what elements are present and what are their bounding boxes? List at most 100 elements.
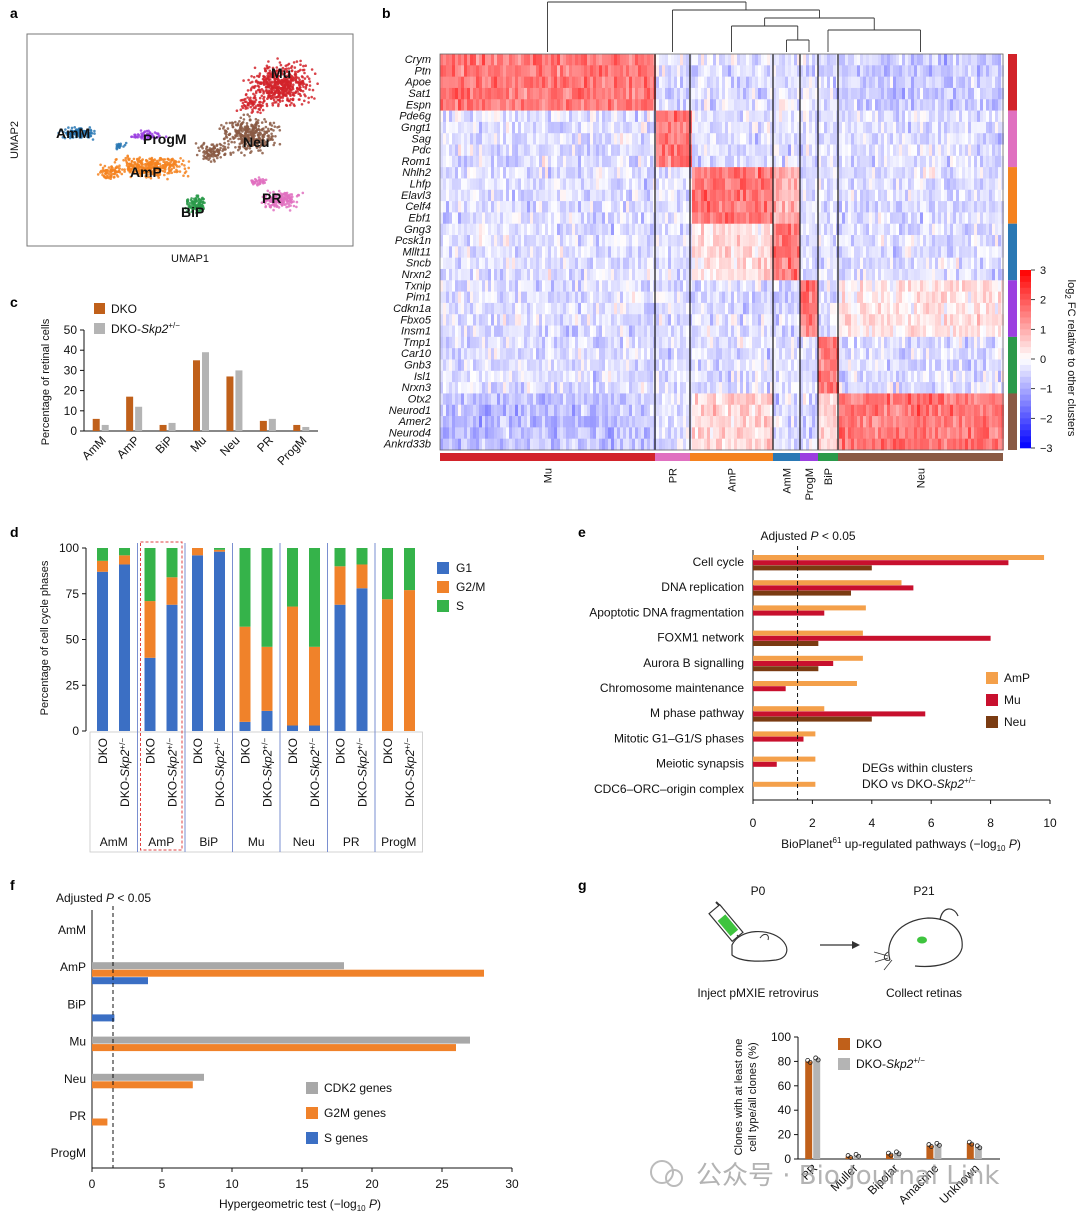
heatmap-cell [542, 416, 545, 428]
heatmap-cell [488, 201, 491, 213]
umap-point [279, 82, 282, 85]
heatmap-cell [620, 416, 623, 428]
heatmap-cell [695, 370, 698, 383]
heatmap-cell [572, 416, 575, 428]
umap-point [222, 147, 225, 151]
heatmap-cell [641, 314, 644, 326]
heatmap-cell [680, 427, 683, 440]
heatmap-cell [596, 201, 599, 213]
heatmap-cell [581, 99, 584, 111]
heatmap-cell [602, 257, 605, 270]
heatmap-cell [590, 144, 593, 157]
heatmap-cell [575, 189, 578, 202]
heatmap-cell [671, 212, 674, 225]
heatmap-cell [455, 223, 458, 236]
umap-point [259, 100, 262, 104]
heatmap-cell [488, 416, 491, 428]
heatmap-cell [524, 404, 527, 417]
heatmap-cell [524, 268, 527, 281]
heatmap-cell [545, 427, 548, 440]
heatmap-cell [452, 201, 455, 213]
heatmap-cell [539, 370, 542, 383]
heatmap-cell [461, 144, 464, 157]
heatmap-cell [497, 133, 500, 145]
heatmap-cell [575, 121, 578, 134]
heatmap-cell [632, 280, 635, 292]
heatmap-cell [545, 382, 548, 394]
heatmap-cell [686, 314, 689, 326]
heatmap-cell [593, 382, 596, 394]
umap-point [256, 84, 260, 87]
heatmap-cell [449, 212, 452, 225]
heatmap-cell [680, 370, 683, 383]
heatmap-cell [479, 382, 482, 394]
heatmap-cell [512, 416, 515, 428]
heatmap-cell [461, 121, 464, 134]
heatmap-cell [614, 280, 617, 292]
umap-point [179, 157, 182, 160]
heatmap-cell [539, 110, 542, 123]
heatmap-cell [455, 404, 458, 417]
heatmap-cell [620, 212, 623, 225]
heatmap-cell [458, 167, 461, 179]
heatmap-cell [566, 133, 569, 145]
heatmap-cell [506, 99, 509, 111]
heatmap-cell [695, 348, 698, 360]
heatmap-cell [569, 348, 572, 360]
heatmap-cell [521, 167, 524, 179]
heatmap-cell [542, 235, 545, 247]
heatmap-cell [470, 370, 473, 383]
heatmap-cell [539, 167, 542, 179]
heatmap-cell [494, 314, 497, 326]
heatmap-cell [455, 348, 458, 360]
umap-point [261, 151, 264, 155]
heatmap-cell [503, 246, 506, 259]
umap-point [269, 121, 272, 125]
heatmap-cell [503, 76, 506, 89]
heatmap-cell [581, 314, 584, 326]
heatmap-cell [464, 246, 467, 259]
heatmap-cell [563, 133, 566, 145]
heatmap-cell [551, 178, 554, 191]
heatmap-cell [641, 54, 644, 66]
heatmap-cell [677, 76, 680, 89]
heatmap-cell [518, 167, 521, 179]
heatmap-cell [491, 99, 494, 111]
heatmap-cell [446, 65, 449, 78]
heatmap-cell [593, 280, 596, 292]
heatmap-cell [566, 76, 569, 89]
heatmap-cell [569, 144, 572, 157]
heatmap-cell [623, 427, 626, 440]
heatmap-cell [662, 76, 665, 89]
heatmap-cell [617, 280, 620, 292]
heatmap-cell [692, 268, 695, 281]
heatmap-cell [569, 54, 572, 66]
heatmap-cell [632, 359, 635, 372]
umap-plot: Mu Neu AmM ProgM AmP PR BiP UMAP1 UMAP2 [9, 33, 354, 265]
umap-point [267, 78, 271, 81]
heatmap-cell [629, 314, 632, 326]
heatmap-cell [569, 246, 572, 259]
heatmap-cell [617, 427, 620, 440]
heatmap-cell [446, 155, 449, 168]
heatmap-cell [659, 76, 662, 89]
heatmap-cell [635, 348, 638, 360]
heatmap-cell [557, 268, 560, 281]
heatmap-cell [548, 291, 551, 304]
heatmap-cell [680, 314, 683, 326]
heatmap-cell [440, 121, 443, 134]
heatmap-cell [677, 370, 680, 383]
heatmap-cell [650, 212, 653, 225]
heatmap-cell [539, 280, 542, 292]
heatmap-cell [491, 359, 494, 372]
heatmap-cell [458, 110, 461, 123]
heatmap-cell [623, 404, 626, 417]
heatmap-cell [680, 348, 683, 360]
heatmap-cell [677, 54, 680, 66]
heatmap-cell [566, 155, 569, 168]
heatmap-cell [542, 370, 545, 383]
heatmap-cell [572, 336, 575, 349]
heatmap-cell [671, 144, 674, 157]
heatmap-cell [644, 291, 647, 304]
heatmap-cell [590, 201, 593, 213]
